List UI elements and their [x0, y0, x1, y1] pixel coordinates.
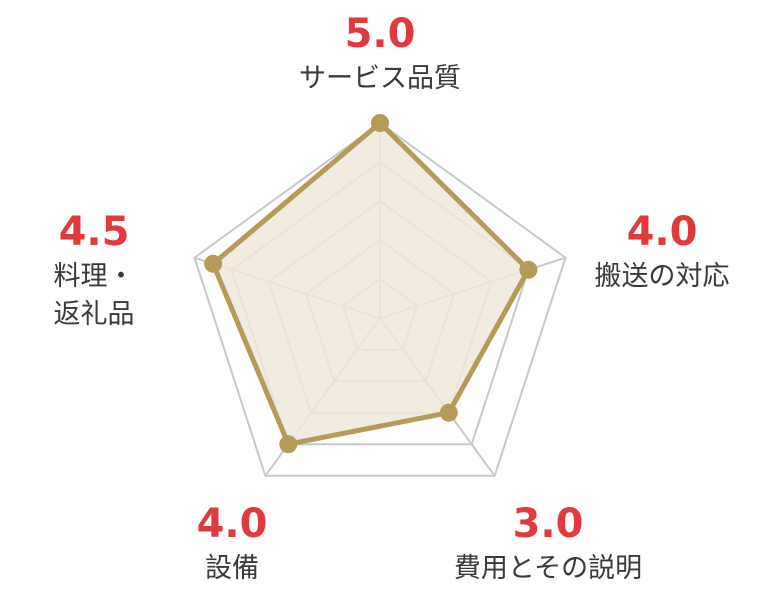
score-label-1: 5.0 — [345, 11, 416, 57]
axis-label-5-line-1: 料理・ — [54, 261, 135, 292]
score-label-2: 4.0 — [627, 209, 698, 255]
data-point-3 — [439, 403, 458, 422]
series-layer — [204, 114, 538, 454]
label-layer: 5.0 サービス品質 4.0 搬送の対応 3.0 費用とその説明 4.0 設備 4.5 料理・返礼… — [54, 11, 730, 584]
data-point-2 — [519, 260, 538, 279]
axis-label-1: サービス品質 — [299, 63, 461, 94]
score-label-5: 4.5 — [59, 209, 130, 255]
data-point-1 — [371, 114, 389, 132]
axis-label-2: 搬送の対応 — [595, 261, 730, 292]
score-label-3: 3.0 — [513, 501, 584, 547]
score-label-4: 4.0 — [197, 501, 268, 547]
data-point-5 — [204, 254, 223, 273]
data-point-4 — [279, 435, 298, 454]
series-area — [210, 120, 531, 447]
axis-label-4: 設備 — [205, 553, 259, 584]
grid-ring-5 — [193, 121, 567, 477]
axis-label-5-line-2: 返礼品 — [54, 299, 135, 330]
axis-label-3: 費用とその説明 — [454, 553, 642, 584]
